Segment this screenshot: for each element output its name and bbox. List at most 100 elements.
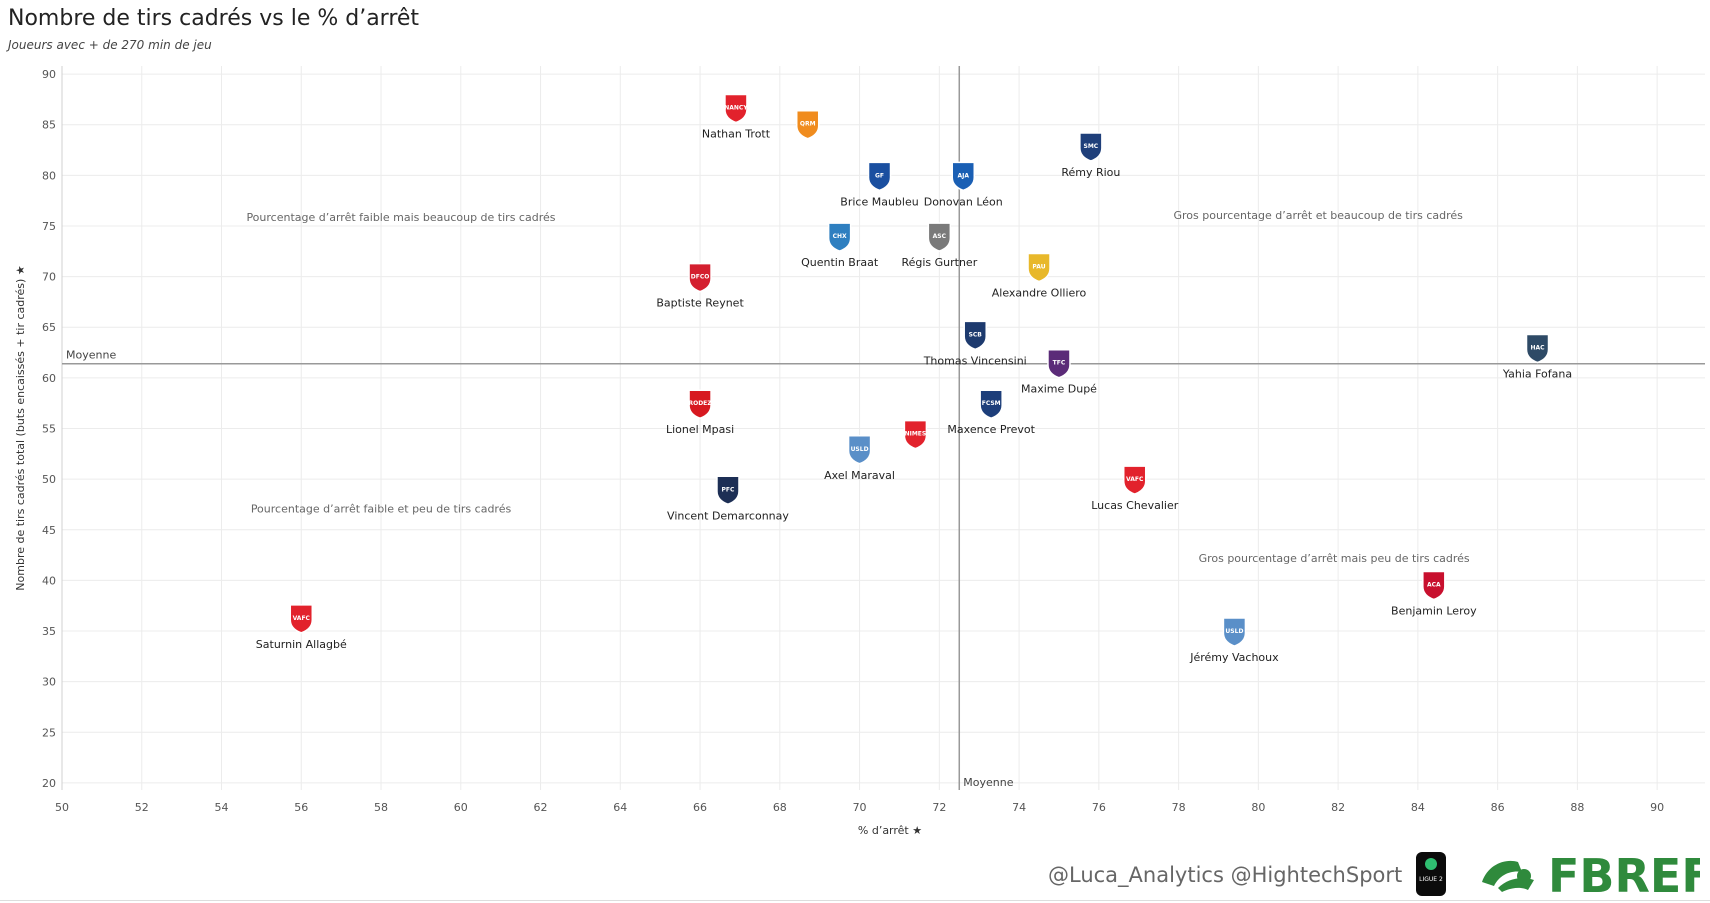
x-tick-label: 82 [1331, 801, 1345, 814]
club-badge-icon [979, 389, 1003, 419]
quadrant-label: Gros pourcentage d’arrêt mais peu de tir… [1199, 552, 1470, 565]
bottom-rule [0, 900, 1710, 901]
x-tick-label: 54 [215, 801, 229, 814]
club-badge-text: CHX [833, 233, 847, 240]
data-point[interactable]: QRM [795, 109, 820, 140]
x-tick-label: 58 [374, 801, 388, 814]
club-badge-icon [1027, 252, 1051, 283]
y-tick-label: 55 [42, 423, 56, 436]
club-badge-text: RODEZ [688, 400, 712, 407]
data-point[interactable]: CHX Quentin Braat [801, 222, 879, 269]
chart-subtitle: Joueurs avec + de 270 min de jeu [8, 38, 212, 52]
club-badge-icon [847, 435, 872, 465]
club-badge-text: TFC [1053, 360, 1066, 367]
club-badge-text: PFC [722, 486, 735, 493]
x-tick-label: 72 [932, 801, 946, 814]
club-badge-text: NIMES [905, 431, 927, 438]
club-badge-text: USLD [851, 446, 869, 453]
club-badge-text: USLD [1225, 628, 1243, 635]
y-tick-label: 50 [42, 473, 56, 486]
quadrant-label: Pourcentage d’arrêt faible et peu de tir… [251, 503, 512, 516]
y-average-label: Moyenne [66, 349, 116, 362]
data-point[interactable]: RODEZ Lionel Mpasi [666, 389, 734, 436]
club-badge-icon [716, 475, 740, 506]
quadrant-labels: Pourcentage d’arrêt faible mais beaucoup… [246, 209, 1469, 565]
y-tick-label: 45 [42, 524, 56, 537]
data-point[interactable]: VAFC Saturnin Allagbé [256, 604, 347, 651]
player-name-label: Yahia Fofana [1502, 367, 1572, 380]
club-badge-text: VAFC [293, 615, 311, 622]
data-point[interactable]: PAU Alexandre Olliero [992, 252, 1087, 299]
x-tick-label: 74 [1012, 801, 1026, 814]
fbref-logo: FBREF [1478, 849, 1710, 903]
club-badge-text: ASC [933, 233, 947, 240]
club-badge-icon [795, 109, 820, 140]
y-tick-label: 65 [42, 321, 56, 334]
player-name-label: Donovan Léon [924, 195, 1003, 208]
player-name-label: Axel Maraval [824, 469, 895, 482]
club-badge-text: SCB [969, 331, 983, 338]
y-tick-label: 20 [42, 777, 56, 790]
club-badge-icon [1422, 570, 1446, 601]
data-point[interactable]: ASC Régis Gurtner [901, 222, 978, 269]
player-name-label: Lionel Mpasi [666, 423, 734, 436]
player-name-label: Brice Maubleu [840, 195, 918, 208]
x-tick-label: 76 [1092, 801, 1106, 814]
data-points: NANCY Nathan Trott QRM GF Brice Maubleu AJA Do… [256, 93, 1572, 664]
club-badge-text: ACA [1427, 581, 1441, 588]
data-point[interactable]: PFC Vincent Demarconnay [667, 475, 789, 522]
data-point[interactable]: SMC Rémy Riou [1061, 132, 1120, 179]
player-name-label: Thomas Vincensini [923, 354, 1027, 367]
axis-ticks: 50 52 54 56 58 60 62 64 66 68 70 72 74 76 78 80 82 84 86 88… [42, 68, 1664, 814]
club-badge-text: QRM [800, 121, 816, 128]
player-name-label: Quentin Braat [801, 256, 879, 269]
y-tick-label: 30 [42, 676, 56, 689]
player-name-label: Benjamin Leroy [1391, 604, 1477, 617]
x-tick-label: 70 [853, 801, 867, 814]
chart-title: Nombre de tirs cadrés vs le % d’arrêt [8, 6, 420, 31]
data-point[interactable]: NANCY Nathan Trott [702, 93, 771, 141]
quadrant-label: Gros pourcentage d’arrêt et beaucoup de … [1173, 209, 1463, 222]
club-badge-text: AJA [957, 172, 969, 179]
club-badge-text: GF [875, 172, 884, 179]
x-tick-label: 88 [1570, 801, 1584, 814]
data-point[interactable]: GF Brice Maubleu [840, 161, 919, 208]
data-point[interactable]: NIMES [903, 419, 928, 450]
data-point[interactable]: TFC Maxime Dupé [1021, 348, 1097, 396]
data-point[interactable]: USLD Axel Maraval [824, 435, 895, 482]
ligue2-logo: LIGUE 2 [1416, 852, 1446, 896]
y-tick-label: 85 [42, 119, 56, 132]
club-badge-icon [688, 262, 712, 293]
club-badge-icon [1079, 132, 1103, 162]
club-badge-text: VAFC [1126, 476, 1144, 483]
club-badge-icon [827, 222, 852, 252]
club-badge-icon [688, 389, 712, 419]
player-name-label: Rémy Riou [1061, 166, 1120, 179]
data-point[interactable]: ACA Benjamin Leroy [1391, 570, 1477, 617]
y-axis-label: Nombre de tirs cadrés total (buts encais… [14, 265, 27, 591]
data-point[interactable]: DFCO Baptiste Reynet [656, 262, 744, 310]
x-tick-label: 52 [135, 801, 149, 814]
data-point[interactable]: USLD Jérémy Vachoux [1189, 617, 1279, 664]
club-badge-icon [1047, 348, 1071, 379]
scatter-chart: Moyenne Moyenne 50 52 54 56 58 60 62 64 66 68 70 72 7… [14, 66, 1705, 837]
club-badge-icon [1122, 465, 1147, 495]
y-tick-label: 60 [42, 372, 56, 385]
y-tick-label: 90 [42, 68, 56, 81]
player-name-label: Baptiste Reynet [656, 297, 744, 310]
x-tick-label: 86 [1491, 801, 1505, 814]
x-tick-label: 90 [1650, 801, 1664, 814]
x-tick-label: 50 [55, 801, 69, 814]
x-tick-label: 64 [613, 801, 627, 814]
y-tick-label: 25 [42, 726, 56, 739]
data-point[interactable]: VAFC Lucas Chevalier [1091, 465, 1179, 512]
club-badge-icon [927, 222, 952, 252]
data-point[interactable]: SCB Thomas Vincensini [923, 320, 1027, 367]
data-point[interactable]: FCSM Maxence Prevot [947, 389, 1036, 436]
club-badge-icon [963, 320, 987, 351]
data-point[interactable]: AJA Donovan Léon [924, 161, 1003, 208]
x-tick-label: 68 [773, 801, 787, 814]
x-tick-label: 80 [1251, 801, 1265, 814]
data-point[interactable]: HAC Yahia Fofana [1502, 333, 1572, 380]
player-name-label: Maxime Dupé [1021, 383, 1097, 396]
